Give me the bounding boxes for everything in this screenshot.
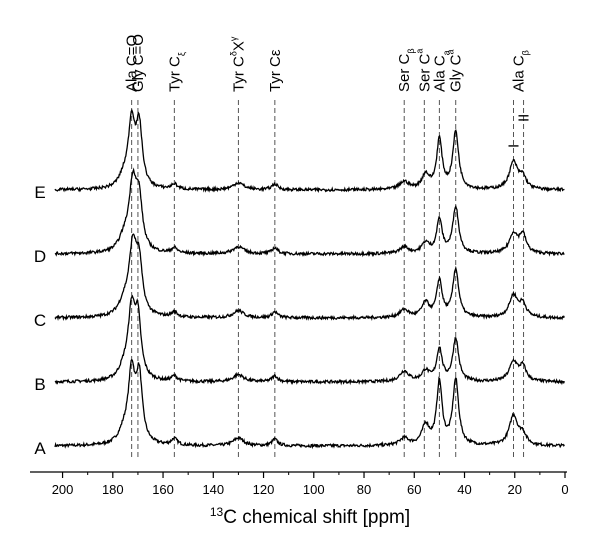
spectrum-labels: A B C D E (34, 183, 46, 458)
x-axis-label-isotope: 13 (210, 505, 224, 519)
spectrum-B (54, 294, 565, 386)
x-tick-label-120: 120 (253, 482, 275, 497)
annotation-text: Ser C (396, 53, 413, 92)
annotation-sub: a (441, 50, 451, 55)
x-tick-label-80: 80 (357, 482, 371, 497)
spectrum-C (54, 233, 565, 322)
annotation-form-i: I (506, 144, 523, 148)
annotation-sub: β (406, 48, 416, 53)
annotation-ser-ca: Ser Ca (414, 49, 433, 92)
annotation-tyr-cdx: Tyr CδXγ (228, 36, 247, 92)
x-tick-label-20: 20 (508, 482, 522, 497)
annotation-ala-ca: Ala Ca (431, 50, 451, 92)
annotation-sup: δ (228, 51, 238, 56)
spectrum-label-C: C (34, 311, 46, 330)
annotation-text: Ser C (416, 53, 433, 92)
annotation-text: Gly C (448, 54, 465, 92)
spectrum-A (54, 358, 565, 450)
x-axis: 200 180 160 140 120 100 80 60 40 20 0 (30, 471, 569, 497)
annotation-tail: X (230, 41, 247, 51)
annotation-sup: a (446, 49, 456, 54)
annotation-gly-ca: Gly Ca (446, 49, 465, 92)
spectrum-E (54, 108, 565, 194)
annotation-text: Ala C (431, 55, 448, 92)
annotation-text: Tyr Cε (267, 49, 284, 92)
annotation-sub: β (521, 50, 531, 55)
x-tick-label-100: 100 (303, 482, 325, 497)
x-tick-label-0: 0 (561, 482, 568, 497)
annotation-text: Tyr C (230, 56, 247, 92)
annotation-gly-co: Gly C=O (130, 34, 147, 92)
annotation-sub: ξ (176, 52, 186, 56)
annotation-text: Ala C=O (124, 35, 141, 92)
annotation-tyr-cz: Tyr Cξ (166, 52, 186, 92)
annotation-text: II (516, 114, 533, 122)
annotation-text: Gly C=O (130, 34, 147, 92)
x-tick-label-180: 180 (102, 482, 124, 497)
x-tick-label-60: 60 (407, 482, 421, 497)
spectrum-label-D: D (34, 247, 46, 266)
spectrum-label-A: A (34, 439, 46, 458)
reference-lines (131, 100, 525, 460)
annotation-text: Tyr C (166, 56, 183, 92)
x-tick-label-140: 140 (202, 482, 224, 497)
annotation-tyr-ce: Tyr Cε (267, 49, 284, 92)
annotation-ser-cb: Ser Cβ (396, 48, 416, 92)
annotation-form-ii: II (516, 114, 533, 122)
x-axis-label-text: C chemical shift [ppm] (223, 507, 410, 528)
spectrum-label-B: B (34, 375, 45, 394)
x-tick-label-40: 40 (457, 482, 471, 497)
x-tick-label-200: 200 (52, 482, 74, 497)
x-axis-label: 13C chemical shift [ppm] (210, 505, 410, 528)
annotation-sup: a (414, 49, 424, 54)
annotation-text: I (506, 144, 523, 148)
spectra (54, 108, 565, 450)
spectrum-label-E: E (34, 183, 45, 202)
x-tick-label-160: 160 (152, 482, 174, 497)
annotation-tail-sup: γ (228, 36, 238, 41)
spectrum-D (54, 167, 565, 258)
annotation-ala-cb: Ala Cβ (511, 50, 531, 92)
annotation-ala-co: Ala C=O (124, 35, 141, 92)
annotation-text: Ala C (511, 55, 528, 92)
